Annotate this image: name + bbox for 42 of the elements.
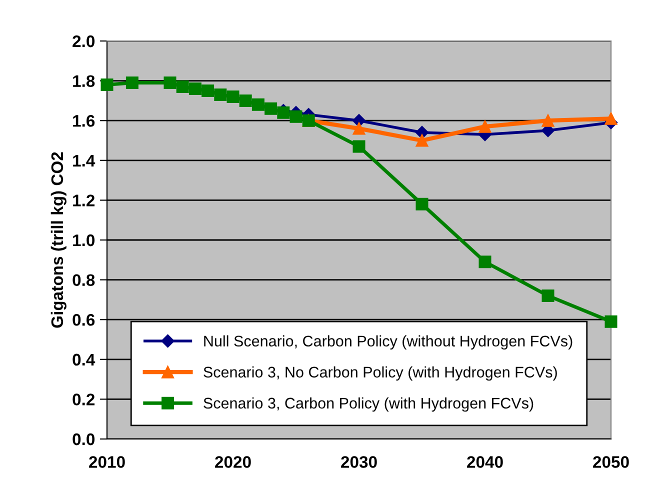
x-tick-label: 2050 [593, 456, 629, 468]
point [352, 122, 366, 135]
point [252, 98, 264, 111]
y-tick-label: 2.0 [72, 35, 95, 48]
point [202, 84, 214, 97]
legend-label: Scenario 3, No Carbon Policy (with Hydrogen FCVs) [204, 366, 557, 381]
y-tick-label: 1.2 [73, 194, 95, 206]
legend-label: Null Scenario, Carbon Policy (without Hydrogen FCVs) [204, 335, 572, 350]
legend-label: Scenario 3, Carbon Policy (with Hydrogen FCVs) [204, 397, 534, 412]
point [478, 256, 492, 268]
x-tick-label: 2030 [341, 456, 377, 468]
point [604, 112, 618, 125]
y-tick-label: 0.6 [72, 314, 95, 326]
y-tick-label: 1.4 [73, 154, 96, 166]
point [478, 120, 492, 133]
point [164, 76, 176, 90]
y-tick-label: 1.6 [73, 115, 95, 127]
point [542, 289, 554, 302]
x-tick-label: 2010 [89, 456, 125, 468]
point [352, 140, 366, 153]
point [126, 76, 138, 90]
point [239, 94, 252, 107]
point [416, 134, 428, 147]
y-tick-label: 0.2 [72, 394, 95, 406]
point [416, 198, 428, 210]
point [542, 114, 554, 127]
point [226, 90, 240, 103]
y-tick-label: 0.8 [72, 274, 95, 286]
y-tick-label: 1.0 [73, 234, 95, 246]
point [604, 315, 618, 328]
x-tick-label: 2020 [215, 456, 251, 468]
point [214, 88, 227, 101]
y-tick-label: 1.8 [73, 75, 95, 88]
point [264, 102, 278, 115]
x-tick-label: 2040 [467, 456, 503, 468]
y-axis-title: Gigatons (trill kg) CO2 [50, 152, 66, 328]
y-tick-label: 0.0 [72, 433, 95, 446]
point [176, 80, 189, 94]
point [290, 110, 302, 123]
point [188, 82, 202, 96]
y-tick-label: 0.4 [72, 354, 96, 366]
point [277, 106, 290, 119]
